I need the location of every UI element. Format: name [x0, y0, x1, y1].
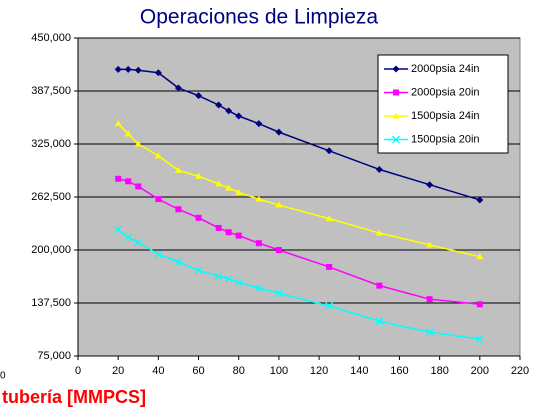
marker: [224, 274, 233, 283]
marker: [155, 196, 162, 203]
marker: [255, 195, 263, 202]
marker: [425, 328, 434, 337]
marker: [426, 181, 434, 189]
marker: [195, 214, 202, 221]
marker: [134, 66, 142, 74]
marker: [154, 250, 163, 259]
x-tick-label: 120: [310, 365, 328, 377]
y-tick-label: 450,000: [31, 32, 71, 44]
marker: [375, 229, 383, 236]
x-axis-title: tubería [MMPCS]: [2, 387, 146, 407]
marker: [275, 247, 282, 253]
marker: [215, 224, 222, 231]
legend-marker: [392, 135, 400, 144]
x-tick-label: 100: [270, 365, 288, 377]
y-tick-label: 387,500: [31, 85, 71, 97]
marker: [275, 128, 283, 136]
marker: [214, 272, 223, 281]
marker: [426, 241, 434, 248]
marker: [215, 180, 223, 187]
marker: [134, 140, 142, 147]
legend-marker: [392, 112, 400, 119]
marker: [115, 175, 122, 182]
marker: [325, 147, 333, 155]
marker: [124, 65, 132, 73]
marker: [235, 188, 243, 195]
x-tick-label: 180: [430, 365, 448, 377]
marker: [194, 266, 203, 275]
marker: [375, 317, 384, 326]
y-tick-label: 325,000: [31, 138, 71, 150]
marker: [254, 284, 263, 293]
x-tick-label: 20: [112, 365, 124, 377]
marker: [195, 92, 203, 100]
x-tick-label: 160: [390, 365, 408, 377]
legend-marker: [393, 89, 399, 96]
marker: [375, 165, 383, 173]
legend-label: 1500psia 20in: [411, 133, 480, 145]
marker: [195, 172, 203, 179]
annotation: 0: [0, 371, 6, 382]
marker: [174, 84, 182, 92]
marker: [255, 240, 262, 247]
marker: [274, 289, 283, 298]
marker: [174, 166, 182, 173]
legend-marker: [392, 65, 400, 73]
marker: [225, 184, 233, 191]
marker: [426, 296, 433, 303]
marker: [114, 120, 122, 127]
marker: [325, 215, 333, 222]
chart-title: Operaciones de Limpieza: [140, 6, 378, 29]
marker: [114, 65, 122, 73]
marker: [475, 335, 484, 343]
x-tick-label: 40: [152, 365, 164, 377]
marker: [174, 257, 183, 266]
marker: [154, 152, 162, 159]
marker: [234, 278, 243, 287]
y-tick-label: 262,500: [31, 191, 71, 203]
x-tick-label: 80: [233, 365, 245, 377]
marker: [124, 233, 133, 242]
x-tick-label: 200: [471, 365, 489, 377]
x-tick-label: 220: [511, 365, 529, 377]
y-tick-label: 200,000: [31, 244, 71, 256]
x-tick-label: 140: [350, 365, 368, 377]
marker: [114, 225, 123, 234]
marker: [125, 178, 132, 185]
marker: [476, 196, 484, 204]
marker: [255, 120, 263, 128]
marker: [225, 229, 232, 236]
marker: [235, 112, 243, 120]
legend-label: 2000psia 20in: [411, 86, 480, 98]
marker: [476, 301, 483, 308]
marker: [134, 238, 143, 247]
marker: [325, 302, 334, 310]
marker: [476, 253, 484, 260]
legend-label: 1500psia 24in: [411, 110, 480, 122]
marker: [154, 69, 162, 77]
y-tick-label: 137,500: [31, 297, 71, 309]
marker: [275, 201, 283, 208]
x-tick-label: 60: [192, 365, 204, 377]
legend-label: 2000psia 24in: [411, 63, 480, 75]
marker: [326, 263, 333, 270]
marker: [225, 107, 233, 115]
marker: [215, 101, 223, 109]
marker: [235, 232, 242, 239]
marker: [175, 206, 182, 213]
marker: [135, 183, 142, 190]
marker: [376, 282, 383, 289]
marker: [124, 130, 132, 137]
y-tick-label: 75,000: [37, 350, 71, 362]
x-tick-label: 0: [75, 365, 81, 377]
